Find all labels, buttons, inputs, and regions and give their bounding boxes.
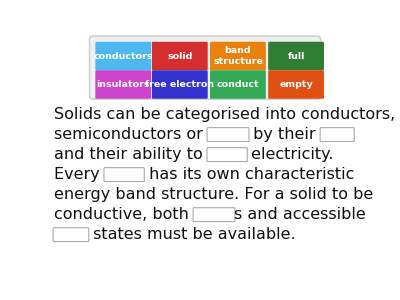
Text: solid: solid	[167, 52, 192, 61]
FancyBboxPatch shape	[95, 70, 151, 99]
Text: s and accessible: s and accessible	[234, 207, 366, 222]
FancyBboxPatch shape	[268, 42, 324, 70]
FancyBboxPatch shape	[152, 70, 208, 99]
Text: electricity.: electricity.	[246, 147, 334, 162]
FancyBboxPatch shape	[193, 208, 235, 222]
Text: conduct: conduct	[217, 80, 259, 89]
Text: conductors: conductors	[94, 52, 153, 61]
FancyBboxPatch shape	[268, 70, 324, 99]
Text: full: full	[287, 52, 305, 61]
Text: empty: empty	[279, 80, 313, 89]
Text: semiconductors or: semiconductors or	[54, 127, 208, 142]
FancyBboxPatch shape	[90, 36, 320, 99]
FancyBboxPatch shape	[210, 42, 266, 70]
FancyBboxPatch shape	[210, 70, 266, 99]
FancyBboxPatch shape	[207, 128, 249, 142]
Text: Solids can be categorised into conductors,: Solids can be categorised into conductor…	[54, 107, 395, 122]
FancyBboxPatch shape	[104, 168, 144, 182]
FancyBboxPatch shape	[207, 148, 247, 161]
Text: Every: Every	[54, 167, 105, 182]
FancyBboxPatch shape	[95, 42, 151, 70]
Text: by their: by their	[248, 127, 321, 142]
Text: insulators: insulators	[96, 80, 150, 89]
Text: conductive, both: conductive, both	[54, 207, 194, 222]
Text: band
structure: band structure	[213, 46, 263, 66]
Text: energy band structure. For a solid to be: energy band structure. For a solid to be	[54, 187, 373, 202]
Text: has its own characteristic: has its own characteristic	[144, 167, 354, 182]
Text: free electron: free electron	[145, 80, 214, 89]
Text: states must be available.: states must be available.	[88, 227, 301, 242]
FancyBboxPatch shape	[53, 228, 89, 242]
Text: and their ability to: and their ability to	[54, 147, 208, 162]
FancyBboxPatch shape	[152, 42, 208, 70]
FancyBboxPatch shape	[320, 128, 354, 142]
